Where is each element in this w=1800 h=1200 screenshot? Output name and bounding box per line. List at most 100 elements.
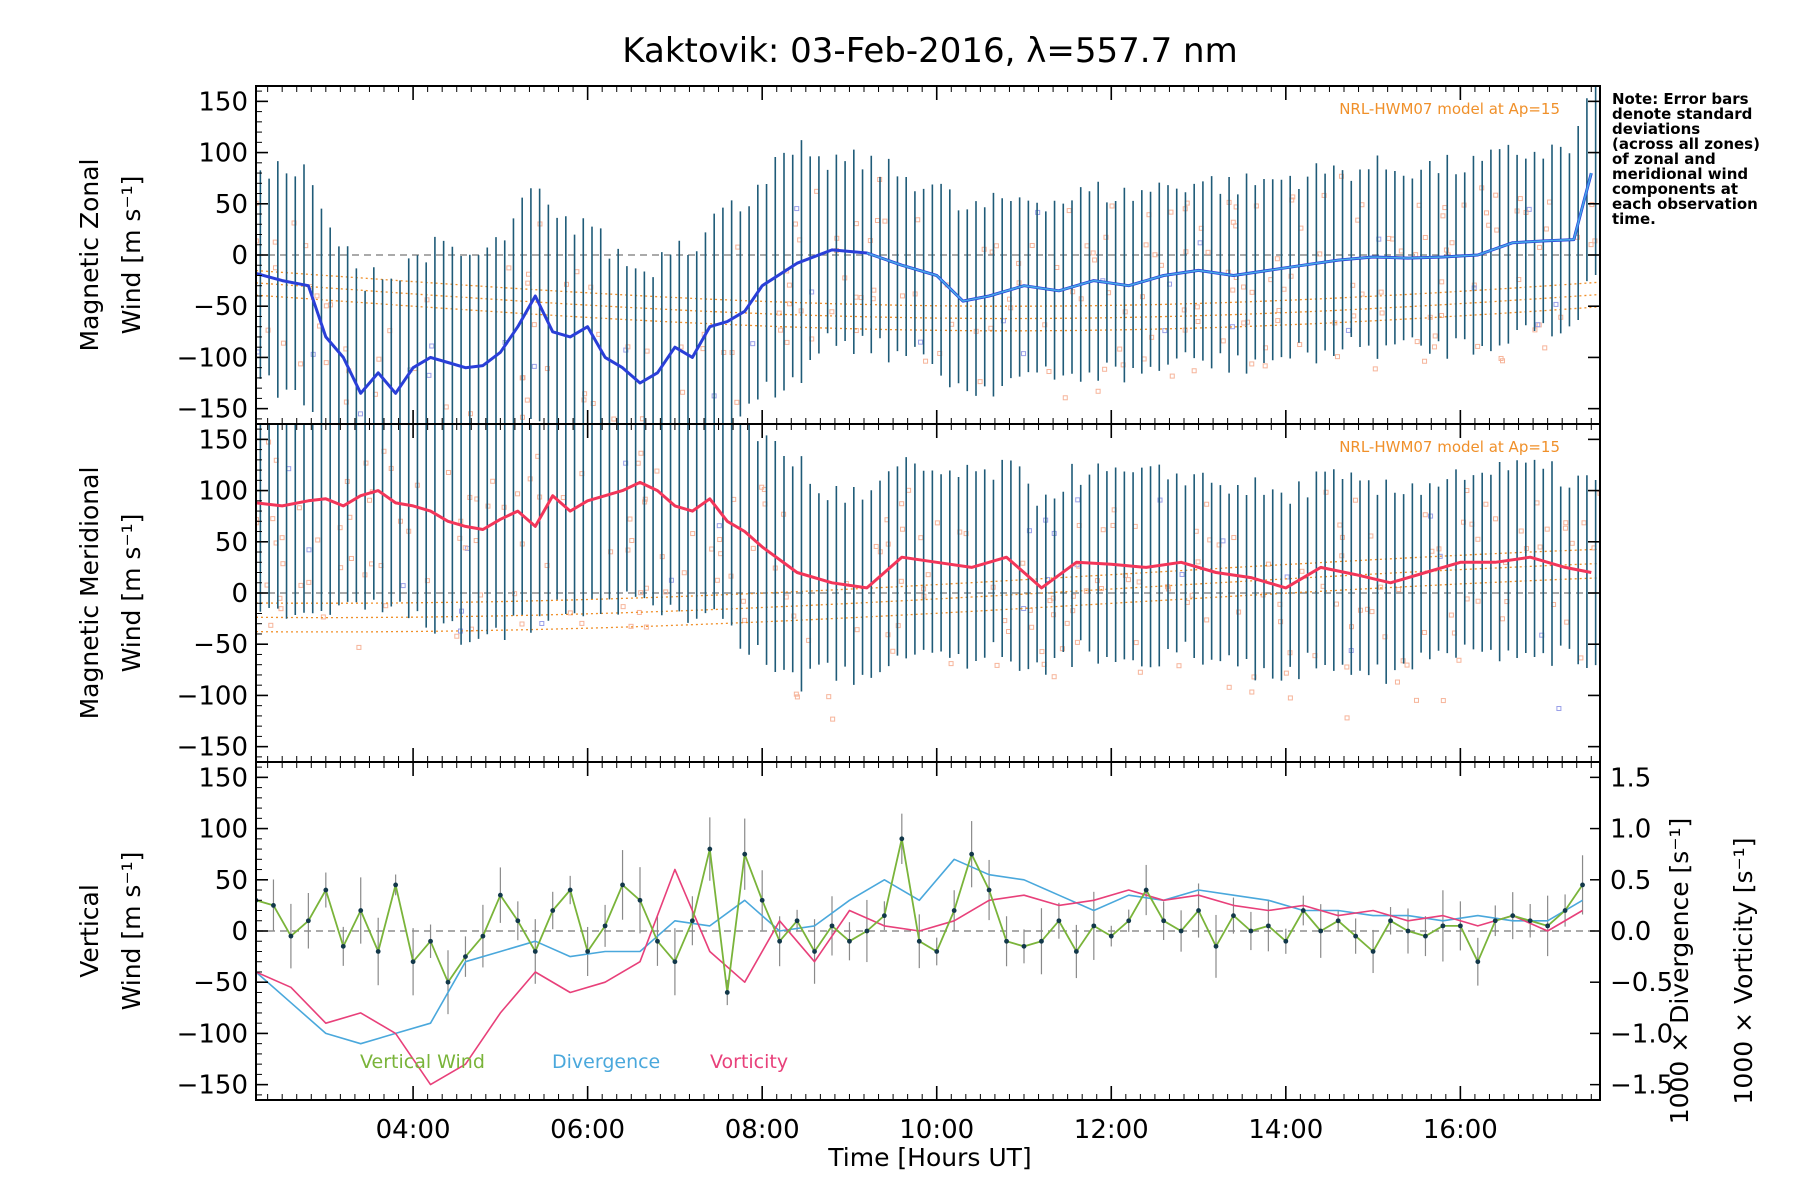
zone-point <box>915 217 921 223</box>
vertical-wind-point <box>881 913 887 919</box>
zone-point <box>1075 497 1081 503</box>
zone-point <box>1054 264 1060 270</box>
zone-point <box>900 526 906 532</box>
model-curve <box>256 269 1600 307</box>
zone-point <box>829 309 835 315</box>
vertical-wind-point <box>1248 928 1254 934</box>
vorticity-axis-label: 1000 × Vorticity [s⁻¹] <box>1729 838 1758 1105</box>
vertical-wind-point <box>899 836 905 842</box>
zone-point <box>462 460 466 464</box>
zone-point <box>735 244 741 250</box>
zone-point <box>874 218 880 224</box>
zone-point <box>1284 574 1290 580</box>
right-tick-label: 1.0 <box>1610 815 1651 845</box>
y-tick-label: −150 <box>177 1071 248 1101</box>
vertical-wind-point <box>812 949 817 954</box>
zone-point <box>323 360 329 366</box>
zone-point <box>1195 319 1201 325</box>
plot-area-3 <box>256 813 1600 1086</box>
zone-point <box>1074 639 1080 645</box>
zone-point <box>1026 528 1032 534</box>
zone-point <box>1355 217 1361 223</box>
x-tick-label: 16:00 <box>1423 1115 1498 1145</box>
vertical-wind-point <box>1231 913 1236 919</box>
model-curve <box>256 294 1600 332</box>
vertical-wind-point <box>1475 959 1481 965</box>
zone-point <box>794 206 800 212</box>
zone-point <box>1168 209 1174 215</box>
zone-point <box>1275 318 1281 324</box>
zone-point <box>680 389 686 395</box>
zone-point <box>1442 205 1448 211</box>
vertical-wind-point <box>829 923 835 929</box>
zone-point <box>296 505 302 511</box>
zone-point <box>611 416 617 422</box>
zone-point <box>1029 624 1035 630</box>
zone-point <box>700 346 706 352</box>
zone-point <box>638 590 644 596</box>
vertical-wind-point <box>1510 913 1516 919</box>
zone-point <box>1204 617 1210 623</box>
zone-point <box>1059 646 1065 652</box>
y-axis-label-line1: Magnetic Zonal <box>75 159 104 352</box>
right-tick-label: 1.5 <box>1610 763 1651 793</box>
vertical-wind-point <box>1370 949 1376 954</box>
zone-point <box>1098 586 1104 592</box>
vertical-wind-point <box>1580 882 1585 888</box>
zone-point <box>506 265 512 271</box>
legend-divergence: Divergence <box>552 1051 660 1073</box>
vertical-wind-point <box>986 887 992 893</box>
zone-point <box>357 411 363 417</box>
zone-point <box>588 284 594 290</box>
y-tick-label: 100 <box>198 139 248 169</box>
zone-point <box>1344 664 1350 670</box>
zone-point <box>1562 525 1568 531</box>
zone-point <box>1288 273 1294 279</box>
vertical-wind-point <box>463 954 468 960</box>
zone-point <box>376 356 382 362</box>
vertical-wind-point <box>1318 928 1324 934</box>
zone-point <box>906 487 912 493</box>
zone-point <box>1323 489 1329 495</box>
zone-point <box>1117 346 1123 352</box>
zone-point <box>524 397 530 403</box>
zone-point <box>792 221 798 227</box>
zone-point <box>1448 612 1454 618</box>
vertical-wind-point <box>1178 928 1184 934</box>
zone-point <box>1398 248 1404 254</box>
zone-point <box>1317 251 1323 257</box>
zone-point <box>1274 256 1280 262</box>
zone-point <box>717 537 723 543</box>
zone-point <box>1062 395 1068 401</box>
zone-point <box>1499 616 1505 622</box>
zone-point <box>1483 501 1489 507</box>
zone-point <box>280 340 286 346</box>
vertical-wind-point <box>1196 908 1201 913</box>
vertical-wind-point <box>1108 933 1114 939</box>
zone-point <box>1120 362 1126 368</box>
note-line: Note: Error bars <box>1612 90 1749 108</box>
zone-point <box>1378 584 1384 590</box>
vertical-wind-point <box>1353 933 1359 939</box>
zone-point <box>925 572 931 578</box>
zone-point <box>367 497 373 503</box>
note-line: of zonal and <box>1612 150 1716 168</box>
zone-point <box>367 466 371 470</box>
zone-point <box>1537 544 1543 550</box>
model-curve <box>256 562 1600 619</box>
vertical-wind-point <box>969 851 975 857</box>
zone-point <box>1100 527 1106 533</box>
zone-point <box>1432 333 1438 339</box>
zone-point <box>636 609 642 615</box>
vertical-wind-point <box>1004 938 1009 944</box>
vertical-wind-point <box>1091 923 1097 929</box>
vertical-wind-point <box>1527 918 1533 924</box>
zone-point <box>1588 242 1594 248</box>
zone-point <box>1276 307 1282 313</box>
zone-point <box>1337 522 1343 528</box>
zone-point <box>786 282 792 288</box>
zone-point <box>643 624 649 630</box>
vertical-wind-point <box>1440 923 1446 929</box>
zone-point <box>1249 289 1255 295</box>
